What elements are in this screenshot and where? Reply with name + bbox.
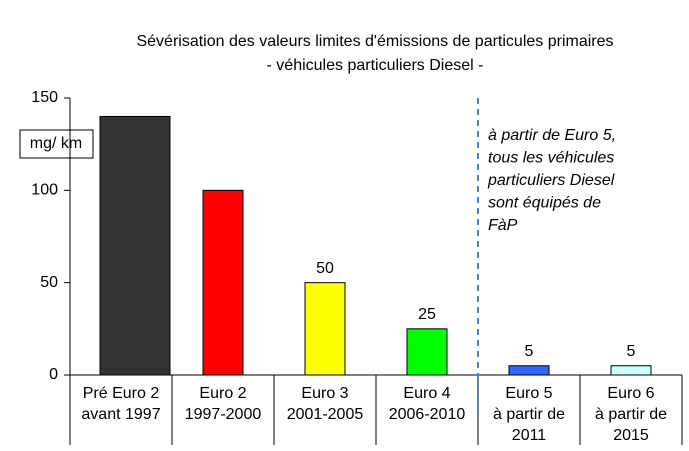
bar (304, 282, 346, 376)
x-tick-label: à partir de (493, 406, 565, 423)
bar (610, 365, 652, 376)
value-label: 25 (418, 306, 436, 323)
x-tick-label: avant 1997 (81, 406, 160, 423)
x-tick-label: 2015 (613, 427, 649, 444)
bar (406, 328, 448, 376)
value-label: 50 (316, 260, 334, 277)
x-tick-label: Euro 3 (301, 385, 348, 402)
x-tick-label: Euro 6 (607, 385, 654, 402)
x-tick-label: 2011 (512, 427, 547, 444)
x-tick-label: 1997-2000 (185, 406, 262, 423)
y-tick-label: 150 (31, 89, 58, 106)
chart-subtitle: - véhicules particuliers Diesel - (267, 57, 484, 74)
y-tick-label: 50 (40, 274, 58, 291)
chart-title: Sévérisation des valeurs limites d'émiss… (136, 33, 613, 50)
annotation: tous les véhicules (488, 150, 614, 167)
x-tick-label: Euro 5 (505, 385, 552, 402)
y-unit: mg/ km (30, 135, 82, 152)
unit-box (19, 129, 94, 159)
x-tick-label: Pré Euro 2 (83, 385, 160, 402)
bar (508, 365, 550, 376)
value-label: 5 (525, 343, 534, 360)
annotation: particuliers Diesel (487, 172, 615, 189)
bar (202, 189, 244, 376)
x-tick-label: 2006-2010 (389, 406, 466, 423)
annotation: FàP (488, 217, 518, 234)
x-tick-label: à partir de (595, 406, 667, 423)
x-tick-label: Euro 4 (403, 385, 450, 402)
annotation: à partir de Euro 5, (488, 127, 616, 144)
x-tick-label: Euro 2 (199, 385, 246, 402)
value-label: 5 (627, 343, 636, 360)
x-tick-label: 2001-2005 (287, 406, 364, 423)
bar (99, 115, 171, 376)
y-tick-label: 0 (49, 366, 58, 383)
y-tick-label: 100 (31, 182, 58, 199)
annotation: sont équipés de (488, 195, 601, 212)
